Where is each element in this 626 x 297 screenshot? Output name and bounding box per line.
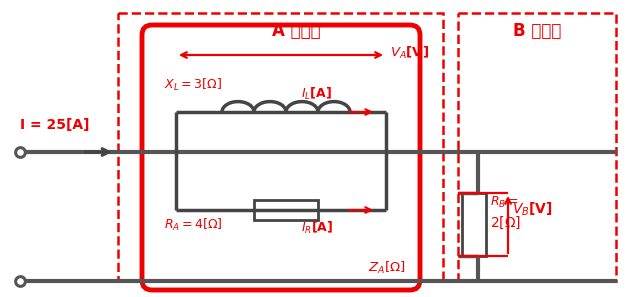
Text: $I_R$[A]: $I_R$[A]: [301, 220, 333, 236]
Text: $V_B$[V]: $V_B$[V]: [512, 201, 553, 218]
Text: $R_A = 4[\Omega]$: $R_A = 4[\Omega]$: [164, 217, 223, 233]
Bar: [254, 200, 318, 220]
Text: I = 25[A]: I = 25[A]: [20, 118, 90, 132]
Text: $R_B =$: $R_B =$: [490, 195, 519, 210]
Text: $X_L = 3[\Omega]$: $X_L = 3[\Omega]$: [164, 77, 222, 93]
Text: $Z_A[\Omega]$: $Z_A[\Omega]$: [367, 260, 405, 276]
Bar: [462, 193, 486, 256]
Text: B パート: B パート: [513, 22, 561, 40]
Bar: [458, 13, 616, 281]
Text: $V_A$[V]: $V_A$[V]: [390, 45, 429, 61]
Text: $2[\Omega]$: $2[\Omega]$: [490, 215, 521, 231]
Text: A パート: A パート: [272, 22, 321, 40]
Text: $I_L$[A]: $I_L$[A]: [301, 86, 332, 102]
Bar: [118, 13, 443, 281]
